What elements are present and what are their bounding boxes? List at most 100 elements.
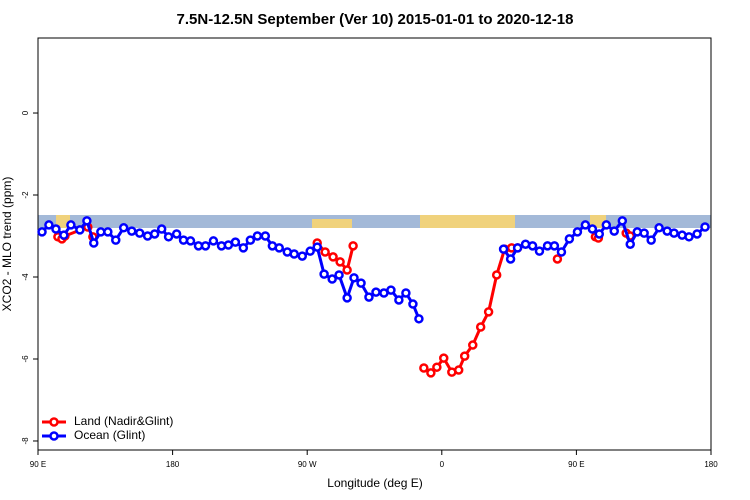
point xyxy=(51,224,61,234)
point xyxy=(305,246,315,256)
x-tick-label: 90 E xyxy=(30,460,46,469)
land-patch xyxy=(420,215,515,228)
point xyxy=(156,224,167,234)
land-ocean-strip xyxy=(38,215,711,228)
point xyxy=(432,362,442,372)
x-tick-label: 180 xyxy=(704,460,718,469)
legend-label: Ocean (Glint) xyxy=(74,428,145,442)
point xyxy=(238,243,249,253)
point xyxy=(408,299,418,309)
point xyxy=(572,227,583,237)
point xyxy=(587,224,598,234)
point xyxy=(580,220,591,230)
point xyxy=(134,228,145,238)
y-tick-label: -8 xyxy=(21,437,30,445)
point xyxy=(419,363,429,373)
point xyxy=(394,295,404,305)
point xyxy=(552,254,563,264)
point xyxy=(252,231,263,241)
point xyxy=(426,368,436,378)
point xyxy=(646,235,656,245)
point xyxy=(200,241,211,251)
point xyxy=(260,231,271,241)
point xyxy=(163,232,174,242)
point xyxy=(342,265,352,275)
y-tick-label: -6 xyxy=(21,355,30,363)
y-tick-label: -2 xyxy=(21,191,30,199)
point xyxy=(475,322,486,332)
legend-label: Land (Nadir&Glint) xyxy=(74,414,173,428)
point xyxy=(625,239,635,249)
point xyxy=(401,288,411,298)
point xyxy=(328,252,338,262)
point xyxy=(230,237,241,247)
point xyxy=(149,229,160,239)
point xyxy=(82,216,92,226)
point xyxy=(549,241,560,251)
point xyxy=(609,226,619,236)
point xyxy=(459,351,470,361)
point xyxy=(639,228,649,238)
point xyxy=(342,293,352,303)
y-tick-label: 0 xyxy=(21,110,30,115)
point xyxy=(89,238,99,248)
point xyxy=(44,220,54,230)
x-tick-label: 180 xyxy=(166,460,180,469)
point xyxy=(684,232,694,242)
point xyxy=(512,243,523,253)
point xyxy=(564,234,575,244)
y-tick-label: -4 xyxy=(21,273,30,281)
point xyxy=(414,314,424,324)
point xyxy=(59,230,69,240)
point xyxy=(483,307,494,317)
point xyxy=(245,235,256,245)
point xyxy=(348,241,358,251)
point xyxy=(364,292,374,302)
chart-title: 7.5N-12.5N September (Ver 10) 2015-01-01… xyxy=(177,11,574,28)
ocean-strip xyxy=(38,215,711,228)
point xyxy=(208,236,219,246)
point xyxy=(319,269,329,279)
point xyxy=(534,246,545,256)
point xyxy=(171,229,182,239)
point xyxy=(386,285,396,295)
point xyxy=(700,222,710,232)
plot-frame xyxy=(37,37,712,451)
point xyxy=(453,365,464,375)
point xyxy=(669,228,679,238)
land-patch xyxy=(312,219,352,228)
point xyxy=(334,270,344,280)
point xyxy=(66,220,76,230)
point xyxy=(37,227,47,237)
point xyxy=(654,223,664,233)
point xyxy=(594,229,605,239)
point xyxy=(601,220,612,230)
x-tick-label: 90 W xyxy=(298,460,317,469)
point xyxy=(185,236,196,246)
point xyxy=(371,287,381,297)
point xyxy=(491,270,502,280)
point xyxy=(111,235,121,245)
point xyxy=(617,216,628,226)
point xyxy=(274,243,284,253)
point xyxy=(527,241,538,251)
point xyxy=(335,257,345,267)
point xyxy=(356,278,366,288)
point xyxy=(438,353,449,363)
legend-marker xyxy=(49,417,59,427)
point xyxy=(75,225,85,235)
point xyxy=(103,227,113,237)
point xyxy=(327,274,337,284)
point xyxy=(312,242,322,252)
point xyxy=(349,273,359,283)
legend-marker xyxy=(49,431,59,441)
point xyxy=(505,254,516,264)
x-axis-label: Longitude (deg E) xyxy=(327,476,422,490)
x-tick-label: 90 E xyxy=(568,460,584,469)
point xyxy=(556,247,567,257)
point xyxy=(127,226,137,236)
point xyxy=(692,229,702,239)
point xyxy=(118,223,129,233)
